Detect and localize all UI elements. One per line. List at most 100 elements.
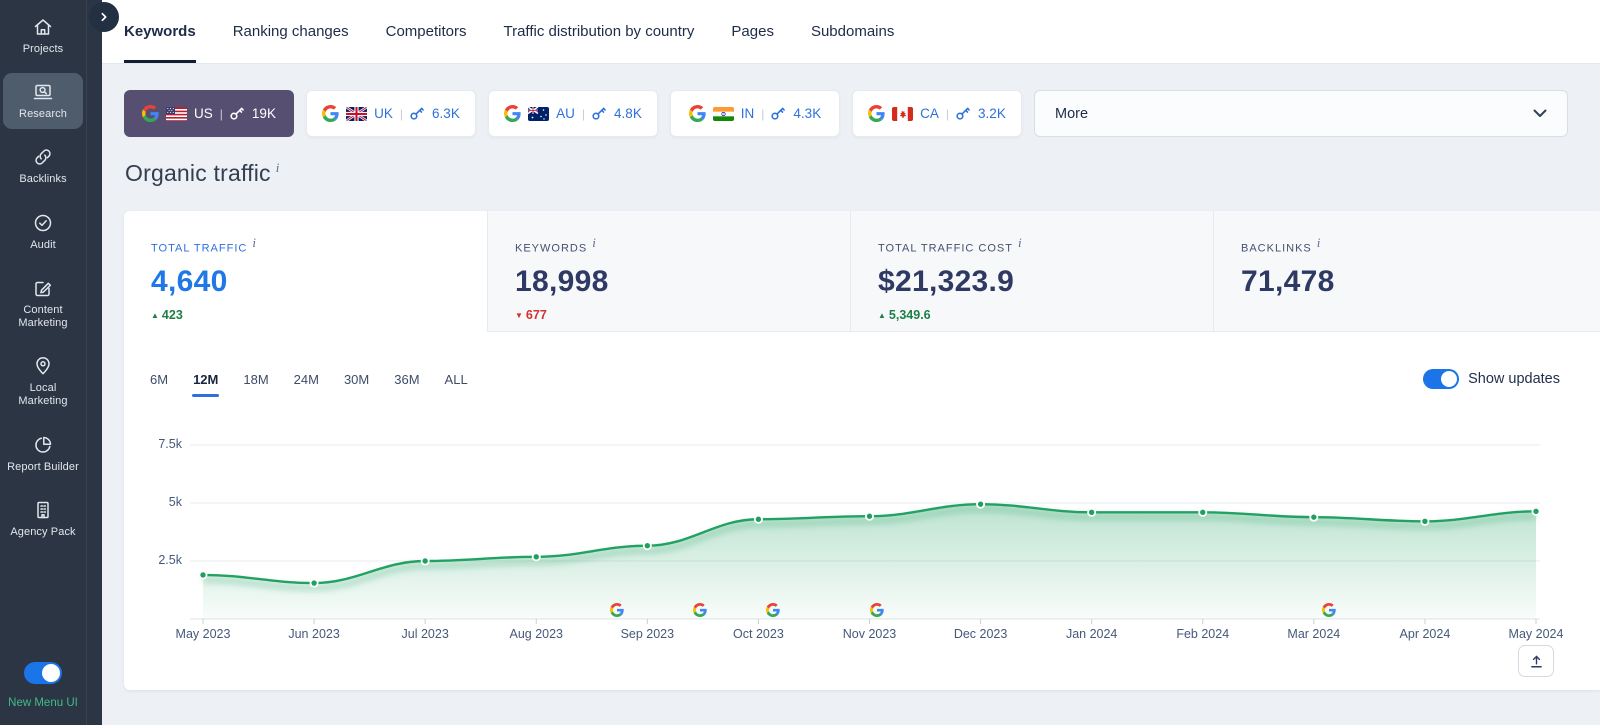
data-point [531,552,541,562]
stat-card-keywords[interactable]: KEYWORDS i 18,998 ▼ 677 [487,211,850,332]
range-24m[interactable]: 24M [293,372,319,387]
page-title-text: Organic traffic [125,160,271,186]
data-point [420,556,430,566]
tab-competitors[interactable]: Competitors [385,23,467,40]
info-icon[interactable]: i [592,235,597,250]
country-filter-row: US | 19K UK | 6.3K AU | [124,90,1568,137]
sidebar-item-local-marketing[interactable]: Local Marketing [3,347,83,416]
y-axis-label: 2.5k [158,553,182,567]
tab-pages[interactable]: Pages [731,23,774,40]
x-axis-label: Aug 2023 [509,627,564,641]
content-pen-icon [5,277,81,299]
info-icon[interactable]: i [1017,235,1023,250]
sidebar-item-label: Local Marketing [18,382,68,408]
info-icon[interactable]: i [275,160,280,176]
new-menu-ui-toggle[interactable] [24,662,62,684]
data-point [1420,516,1430,526]
page-title: Organic traffic i [125,160,280,187]
stat-label: TOTAL TRAFFIC i [151,235,257,255]
keywords-key-icon [592,107,607,120]
pie-chart-icon [5,434,81,456]
range-30m[interactable]: 30M [343,372,370,387]
country-button-au[interactable]: AU | 4.8K [488,90,658,137]
country-code: AU [556,106,575,121]
au-flag-icon [528,106,550,121]
country-button-in[interactable]: IN | 4.3K [670,90,840,137]
country-button-uk[interactable]: UK | 6.3K [306,90,476,137]
more-countries-dropdown[interactable]: More [1034,90,1568,137]
google-icon [322,105,339,122]
country-keyword-count: 4.3K [793,106,822,121]
sidebar-expand-button[interactable] [89,2,119,32]
sidebar-item-projects[interactable]: Projects [3,8,83,64]
x-axis-label: Nov 2023 [842,627,897,641]
sidebar-item-report-builder[interactable]: Report Builder [3,426,83,482]
google-update-marker-icon[interactable] [609,603,624,617]
country-button-us[interactable]: US | 19K [124,90,294,137]
data-point [753,514,763,524]
x-axis-label: May 2024 [1508,627,1564,641]
info-icon[interactable]: i [1316,235,1322,250]
info-icon[interactable]: i [252,235,257,250]
tab-keywords[interactable]: Keywords [124,0,196,63]
google-update-marker-icon[interactable] [1322,603,1337,617]
x-axis-label: Feb 2024 [1176,627,1230,641]
home-icon [5,16,81,38]
audit-check-icon [5,212,81,234]
x-axis-label: Apr 2024 [1399,627,1451,641]
google-update-marker-icon[interactable] [870,603,884,617]
data-point [642,541,652,551]
sidebar-item-label: Backlinks [19,173,67,186]
stat-value: $21,323.9 [878,264,1015,298]
sidebar-item-content-marketing[interactable]: Content Marketing [3,269,83,338]
sidebar-item-backlinks[interactable]: Backlinks [3,138,83,194]
google-icon [142,105,159,122]
country-code: UK [374,106,393,121]
country-keyword-count: 6.3K [432,106,460,121]
organic-traffic-panel: TOTAL TRAFFIC i 4,640 ▲ 423 KEYWORDS i 18,9… [124,211,1600,690]
data-point [309,578,319,588]
sidebar-item-label: Projects [22,43,64,55]
range-36m[interactable]: 36M [394,372,420,387]
separator: | [761,106,765,121]
stat-value: 4,640 [151,264,228,298]
sidebar-item-agency-pack[interactable]: Agency Pack [3,491,83,547]
sidebar-item-audit[interactable]: Audit [3,204,83,260]
building-icon [5,499,81,521]
x-axis-label: Jun 2023 [288,627,340,641]
sidebar-item-research[interactable]: Research [3,73,83,130]
google-icon [868,105,885,122]
x-axis-label: Dec 2023 [953,627,1008,641]
export-upload-icon [1530,655,1542,667]
export-button[interactable] [1518,645,1554,677]
google-icon [504,105,521,122]
stat-card-total-traffic[interactable]: TOTAL TRAFFIC i 4,640 ▲ 423 [124,211,487,332]
stat-label: TOTAL TRAFFIC COST i [878,235,1023,255]
tab-subdomains[interactable]: Subdomains [810,23,895,40]
stat-card-total-traffic-cost[interactable]: TOTAL TRAFFIC COST i $21,323.9 ▲ 5,349.6 [850,211,1213,332]
range-all[interactable]: ALL [444,372,468,387]
down-arrow-icon: ▼ [515,310,523,320]
keywords-key-icon [956,107,971,120]
data-point [976,499,986,509]
up-arrow-icon: ▲ [878,310,886,320]
ca-flag-icon [892,106,914,121]
range-6m[interactable]: 6M [150,372,169,387]
time-range-tabs: 6M 12M 18M 24M 30M 36M ALL [142,368,476,397]
tab-traffic-distribution[interactable]: Traffic distribution by country [503,23,695,40]
range-12m[interactable]: 12M [185,368,226,397]
google-update-marker-icon[interactable] [766,603,780,617]
new-menu-ui-label: New Menu UI [8,697,78,709]
up-arrow-icon: ▲ [151,310,159,320]
range-18m[interactable]: 18M [243,372,269,387]
country-button-ca[interactable]: CA | 3.2K [852,90,1022,137]
stat-label: BACKLINKS i [1241,235,1322,255]
show-updates-toggle[interactable] [1423,369,1460,389]
country-code: IN [740,106,755,121]
top-nav: Keywords Ranking changes Competitors Tra… [102,0,1600,64]
x-axis-label: Jul 2023 [401,627,449,641]
google-update-marker-icon[interactable] [693,603,707,617]
country-keyword-count: 3.2K [978,106,1006,121]
stat-card-backlinks[interactable]: BACKLINKS i 71,478 [1213,211,1600,332]
tab-ranking-changes[interactable]: Ranking changes [232,23,349,40]
